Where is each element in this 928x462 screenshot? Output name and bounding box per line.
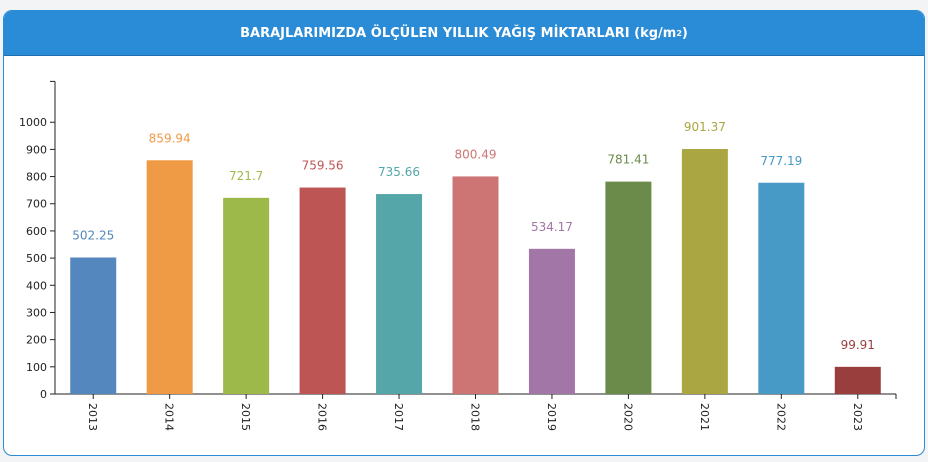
data-label: 800.49 <box>455 147 497 161</box>
data-label: 859.94 <box>149 131 191 145</box>
y-tick-label: 100 <box>26 361 47 374</box>
data-label: 502.25 <box>72 228 114 242</box>
chart-panel: BARAJLARIMIZDA ÖLÇÜLEN YILLIK YAĞIŞ MİKT… <box>3 10 925 456</box>
x-tick-label: 2021 <box>698 403 711 431</box>
bar <box>452 176 499 394</box>
x-tick-label: 2019 <box>545 403 558 431</box>
y-tick-label: 600 <box>26 225 47 238</box>
chart-area: 0 100 200 300 400 500 600 700 800 900 1000 502.25 20… <box>4 56 924 455</box>
bar <box>146 160 193 394</box>
y-tick-label: 700 <box>26 198 47 211</box>
data-label: 781.41 <box>607 153 649 167</box>
y-tick-label: 800 <box>26 171 47 184</box>
x-tick-label: 2013 <box>86 403 99 431</box>
chart-title: BARAJLARIMIZDA ÖLÇÜLEN YILLIK YAĞIŞ MİKT… <box>4 11 924 56</box>
data-label: 759.56 <box>302 159 344 173</box>
x-tick-label: 2017 <box>392 403 405 431</box>
data-label: 99.91 <box>841 338 875 352</box>
x-tick-label: 2020 <box>621 403 634 431</box>
bar <box>376 194 423 394</box>
y-tick-label: 200 <box>26 334 47 347</box>
bar <box>834 366 881 394</box>
chart-title-close: ) <box>681 25 688 41</box>
bar <box>70 257 117 394</box>
x-tick-label: 2018 <box>469 403 482 431</box>
bar-chart: 0 100 200 300 400 500 600 700 800 900 1000 502.25 20… <box>19 80 897 431</box>
x-tick-label: 2015 <box>239 403 252 431</box>
x-tick-label: 2016 <box>316 403 329 431</box>
y-tick-label: 900 <box>26 143 47 156</box>
bar <box>299 187 346 394</box>
data-label: 721.7 <box>229 169 263 183</box>
data-label: 777.19 <box>760 154 802 168</box>
bar <box>528 248 575 394</box>
y-tick-label: 300 <box>26 306 47 319</box>
bar <box>223 197 270 394</box>
y-tick-label: 500 <box>26 252 47 265</box>
x-tick-label: 2023 <box>851 403 864 431</box>
x-tick-label: 2022 <box>774 403 787 431</box>
y-tick-label: 1000 <box>19 116 47 129</box>
y-tick-label: 0 <box>40 388 47 401</box>
chart-title-text: BARAJLARIMIZDA ÖLÇÜLEN YILLIK YAĞIŞ MİKT… <box>240 25 677 41</box>
data-label: 735.66 <box>378 165 420 179</box>
data-label: 534.17 <box>531 220 573 234</box>
bar <box>605 181 652 394</box>
x-tick-label: 2014 <box>163 403 176 431</box>
data-label: 901.37 <box>684 120 726 134</box>
bar <box>681 149 728 394</box>
y-tick-label: 400 <box>26 279 47 292</box>
chart-title-superscript: 2 <box>676 28 682 38</box>
bar <box>758 182 805 394</box>
